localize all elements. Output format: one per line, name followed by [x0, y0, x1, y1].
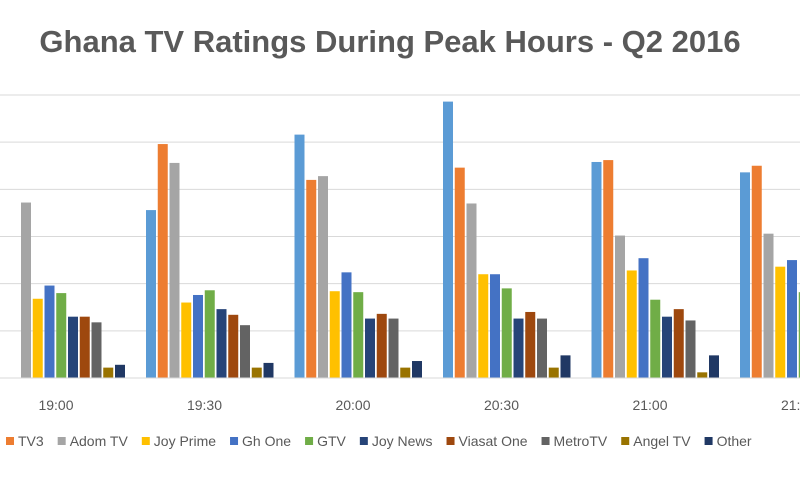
bar-utv-1930 — [146, 210, 156, 378]
bar-gtv-2030 — [501, 288, 512, 378]
legend-swatch — [446, 437, 455, 445]
chart-title: Ghana TV Ratings During Peak Hours - Q2 … — [39, 24, 741, 59]
bar-gtv-1900 — [56, 293, 67, 378]
bar-joy-prime-2100 — [626, 270, 637, 378]
bar-gh-one-1930 — [193, 294, 203, 378]
x-tick-labels: 19:00 19:30 20:00 20:30 21:00 21:30 — [38, 397, 800, 413]
bar-adom-tv-2130 — [763, 233, 774, 378]
x-tick-label: 20:30 — [484, 397, 519, 413]
legend-swatch — [621, 437, 630, 445]
bar-tv3-1930 — [157, 144, 168, 378]
bar-gh-one-2130 — [787, 260, 797, 378]
legend-swatch — [704, 437, 713, 445]
legend-label: MetroTV — [554, 433, 608, 449]
legend-label: Viasat One — [459, 433, 528, 449]
bar-joy-prime-2000 — [329, 291, 340, 378]
bar-joy-news-1930 — [216, 309, 227, 378]
legend-label: Angel TV — [633, 433, 691, 449]
bars — [21, 101, 800, 378]
bar-viasat-one-2030 — [525, 311, 536, 378]
legend-label: Adom TV — [70, 433, 129, 449]
bar-joy-news-2000 — [365, 318, 375, 378]
bar-gtv-2100 — [650, 299, 661, 378]
bar-viasat-one-1900 — [79, 316, 90, 378]
bar-utv-2100 — [591, 161, 602, 378]
bar-adom-tv-1900 — [21, 202, 31, 378]
legend-label: Gh One — [242, 433, 291, 449]
x-tick-label: 19:00 — [38, 397, 73, 413]
legend-swatch — [230, 437, 239, 445]
bar-adom-tv-2100 — [615, 235, 625, 378]
bar-utv-2030 — [443, 101, 453, 378]
bar-angel-tv-1930 — [251, 367, 262, 378]
bar-angel-tv-2030 — [548, 367, 559, 378]
bar-viasat-one-1930 — [228, 314, 239, 378]
bar-other-2030 — [560, 355, 571, 378]
bar-gtv-2000 — [353, 292, 364, 378]
bar-gh-one-2100 — [638, 258, 649, 378]
bar-joy-prime-2130 — [775, 266, 786, 378]
legend-label: Joy Prime — [154, 433, 216, 449]
x-tick-label: 21:30 — [781, 397, 800, 413]
bar-tv3-2100 — [603, 160, 614, 378]
bar-gh-one-1900 — [44, 285, 55, 378]
x-tick-label: 20:00 — [335, 397, 370, 413]
bar-gtv-2130 — [798, 292, 800, 378]
legend-swatch — [305, 437, 314, 445]
legend-swatch — [6, 437, 14, 445]
bar-gh-one-2000 — [341, 272, 352, 378]
bar-joy-news-1900 — [68, 316, 78, 378]
bar-tv3-2130 — [751, 165, 762, 378]
bar-metrotv-2000 — [388, 318, 399, 378]
bar-other-2100 — [709, 355, 719, 378]
bar-joy-news-2100 — [662, 316, 672, 378]
bar-metrotv-1930 — [240, 325, 250, 378]
legend-label: Joy News — [372, 433, 433, 449]
legend-swatch — [541, 437, 550, 445]
bar-adom-tv-2030 — [466, 203, 477, 378]
bar-joy-prime-1930 — [181, 302, 192, 378]
legend-label: TV3 — [18, 433, 44, 449]
legend-label: Other — [717, 433, 752, 449]
legend-label: GTV — [317, 433, 346, 449]
bar-viasat-one-2000 — [376, 313, 387, 378]
bar-joy-prime-1900 — [32, 298, 43, 378]
bar-other-1900 — [115, 364, 125, 378]
bar-metrotv-2030 — [537, 318, 547, 378]
bar-gtv-1930 — [204, 290, 215, 378]
x-tick-label: 21:00 — [632, 397, 667, 413]
bar-angel-tv-2000 — [400, 367, 411, 378]
bar-metrotv-1900 — [91, 322, 102, 378]
bar-utv-2130 — [740, 172, 750, 378]
bar-joy-news-2030 — [513, 318, 524, 378]
bar-other-1930 — [263, 362, 274, 378]
bar-angel-tv-1900 — [103, 367, 114, 378]
bar-metrotv-2100 — [685, 320, 696, 378]
bar-joy-prime-2030 — [478, 274, 489, 378]
bar-adom-tv-2000 — [318, 176, 328, 378]
bar-utv-2000 — [294, 134, 305, 378]
legend-swatch — [141, 437, 150, 445]
x-tick-label: 19:30 — [187, 397, 222, 413]
bar-angel-tv-2100 — [697, 372, 708, 378]
bar-gh-one-2030 — [490, 274, 500, 378]
grid-lines — [0, 94, 800, 332]
bar-tv3-2000 — [306, 179, 317, 378]
bar-viasat-one-2100 — [673, 309, 684, 378]
bar-other-2000 — [412, 361, 422, 378]
legend-swatch — [359, 437, 368, 445]
bar-tv3-2030 — [454, 167, 465, 378]
legend-swatch — [57, 437, 66, 445]
bar-adom-tv-1930 — [169, 162, 180, 378]
